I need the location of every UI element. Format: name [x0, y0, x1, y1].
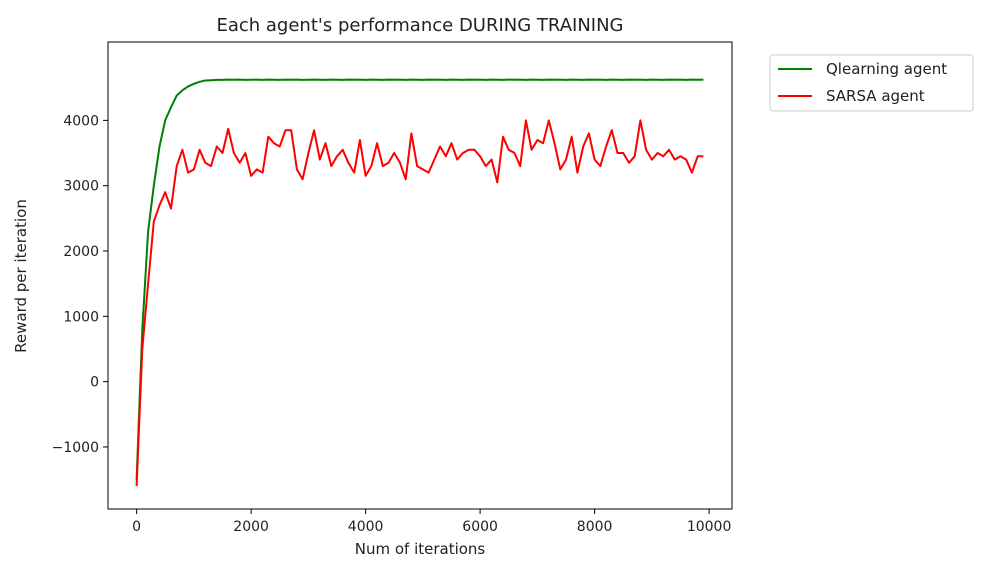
chart-title: Each agent's performance DURING TRAINING: [216, 15, 623, 36]
y-tick-label: 2000: [63, 244, 99, 260]
y-tick-label: −1000: [52, 440, 99, 456]
series-layer: [135, 78, 704, 487]
legend-label-qlearning: Qlearning agent: [826, 60, 947, 78]
x-tick-label: 2000: [233, 519, 269, 535]
legend: Qlearning agent SARSA agent: [769, 54, 974, 112]
x-tick-label: 8000: [577, 519, 613, 535]
x-tick-label: 10000: [687, 519, 732, 535]
x-axis-ticks: 0 2000 4000 6000 8000 10000: [132, 509, 731, 535]
plot-area-frame: [107, 41, 733, 510]
y-tick-label: 0: [90, 375, 99, 391]
series-line-sarsa: [135, 119, 704, 487]
y-axis-label: Reward per iteration: [12, 199, 30, 353]
x-tick-label: 0: [132, 519, 141, 535]
legend-box: [769, 54, 974, 112]
legend-label-sarsa: SARSA agent: [826, 87, 925, 105]
x-axis-label: Num of iterations: [355, 540, 486, 558]
y-tick-label: 4000: [63, 113, 99, 129]
y-tick-label: 3000: [63, 179, 99, 195]
y-tick-label: 1000: [63, 309, 99, 325]
x-tick-label: 4000: [348, 519, 384, 535]
x-tick-label: 6000: [462, 519, 498, 535]
y-axis-ticks: −1000 0 1000 2000 3000 4000: [52, 113, 108, 456]
series-line-qlearning: [135, 78, 704, 480]
